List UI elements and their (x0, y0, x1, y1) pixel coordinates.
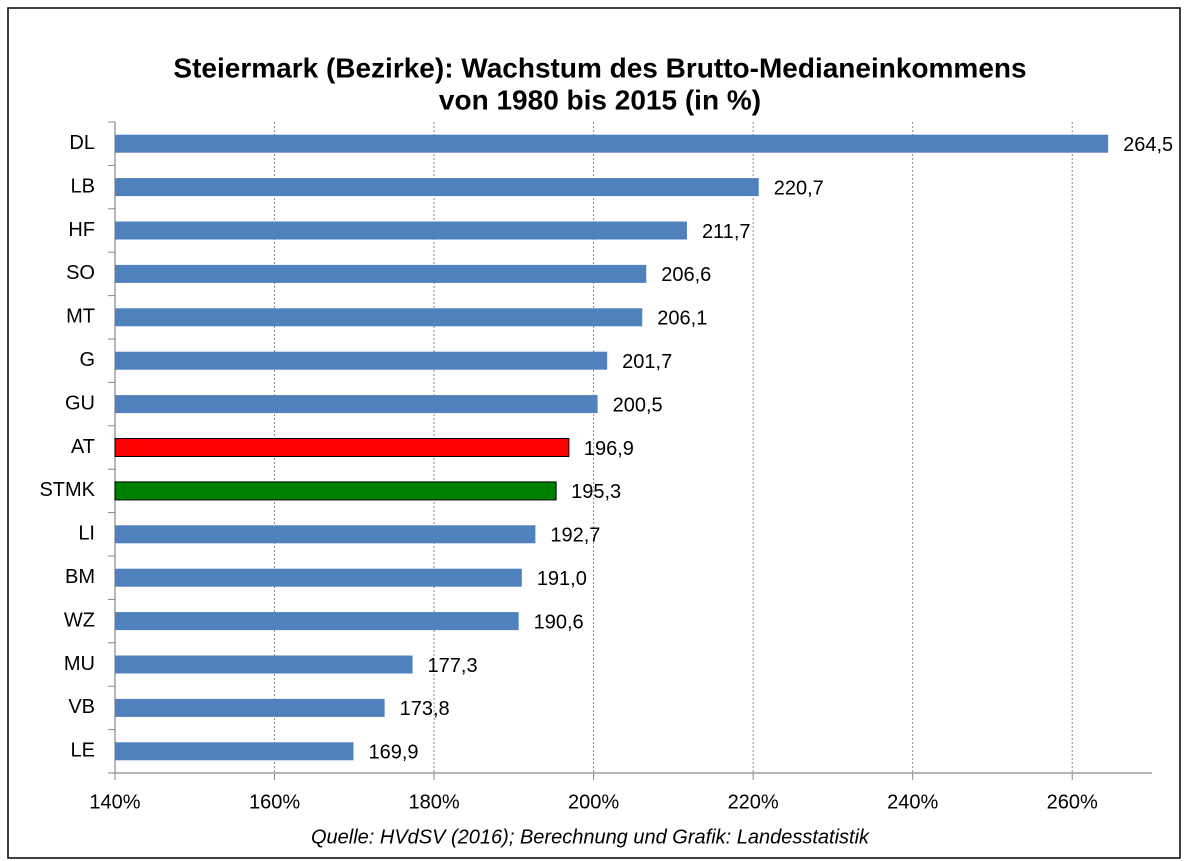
data-label: 206,1 (657, 308, 707, 330)
data-label: 206,6 (661, 264, 711, 286)
y-tick-label: MT (66, 306, 95, 328)
bar (115, 264, 647, 283)
data-label: 191,0 (537, 568, 587, 590)
x-tick-label: 220% (728, 791, 779, 813)
y-tick-label: LI (78, 523, 95, 545)
bar (115, 742, 354, 761)
data-label: 177,3 (428, 655, 478, 677)
bar (115, 655, 413, 674)
data-label: 211,7 (702, 221, 751, 243)
data-label: 220,7 (774, 177, 824, 199)
x-tick-label: 180% (408, 791, 459, 813)
bar (115, 698, 385, 717)
data-label: 200,5 (613, 394, 663, 416)
data-label: 192,7 (550, 525, 600, 547)
y-tick-label: MU (64, 653, 95, 675)
bar (115, 395, 598, 414)
y-tick-label: WZ (64, 609, 95, 631)
y-tick-label: LB (71, 175, 95, 197)
data-label: 173,8 (400, 698, 450, 720)
bar (115, 134, 1109, 153)
data-label: 201,7 (622, 351, 672, 373)
x-tick-label: 160% (249, 791, 300, 813)
y-tick-label: DL (69, 132, 95, 154)
data-label: 190,6 (534, 611, 584, 633)
bar (115, 221, 687, 240)
source-note: Quelle: HVdSV (2016); Berechnung und Gra… (311, 826, 870, 848)
x-tick-label: 260% (1047, 791, 1098, 813)
y-tick-label: G (79, 349, 95, 371)
y-tick-label: LE (71, 740, 95, 762)
bar (114, 438, 570, 457)
chart-title: von 1980 bis 2015 (in %) (439, 84, 761, 115)
bar (115, 178, 759, 197)
data-label: 196,9 (584, 438, 634, 460)
y-tick-label: SO (66, 262, 95, 284)
bar (115, 525, 536, 544)
y-tick-label: VB (68, 696, 95, 718)
y-tick-label: BM (65, 566, 95, 588)
bar (115, 351, 608, 370)
bar (115, 568, 522, 587)
y-tick-label: STMK (39, 479, 95, 501)
x-tick-label: 200% (568, 791, 619, 813)
y-tick-label: AT (71, 436, 95, 458)
bar (115, 612, 519, 631)
bar (115, 308, 643, 327)
y-tick-label: HF (68, 219, 95, 241)
data-label: 195,3 (571, 481, 621, 503)
chart-title: Steiermark (Bezirke): Wachstum des Brutt… (173, 52, 1026, 83)
x-tick-label: 240% (887, 791, 938, 813)
x-tick-label: 140% (89, 791, 140, 813)
data-label: 264,5 (1123, 134, 1173, 156)
bar (114, 481, 557, 501)
data-label: 169,9 (369, 742, 419, 764)
y-tick-label: GU (65, 392, 95, 414)
